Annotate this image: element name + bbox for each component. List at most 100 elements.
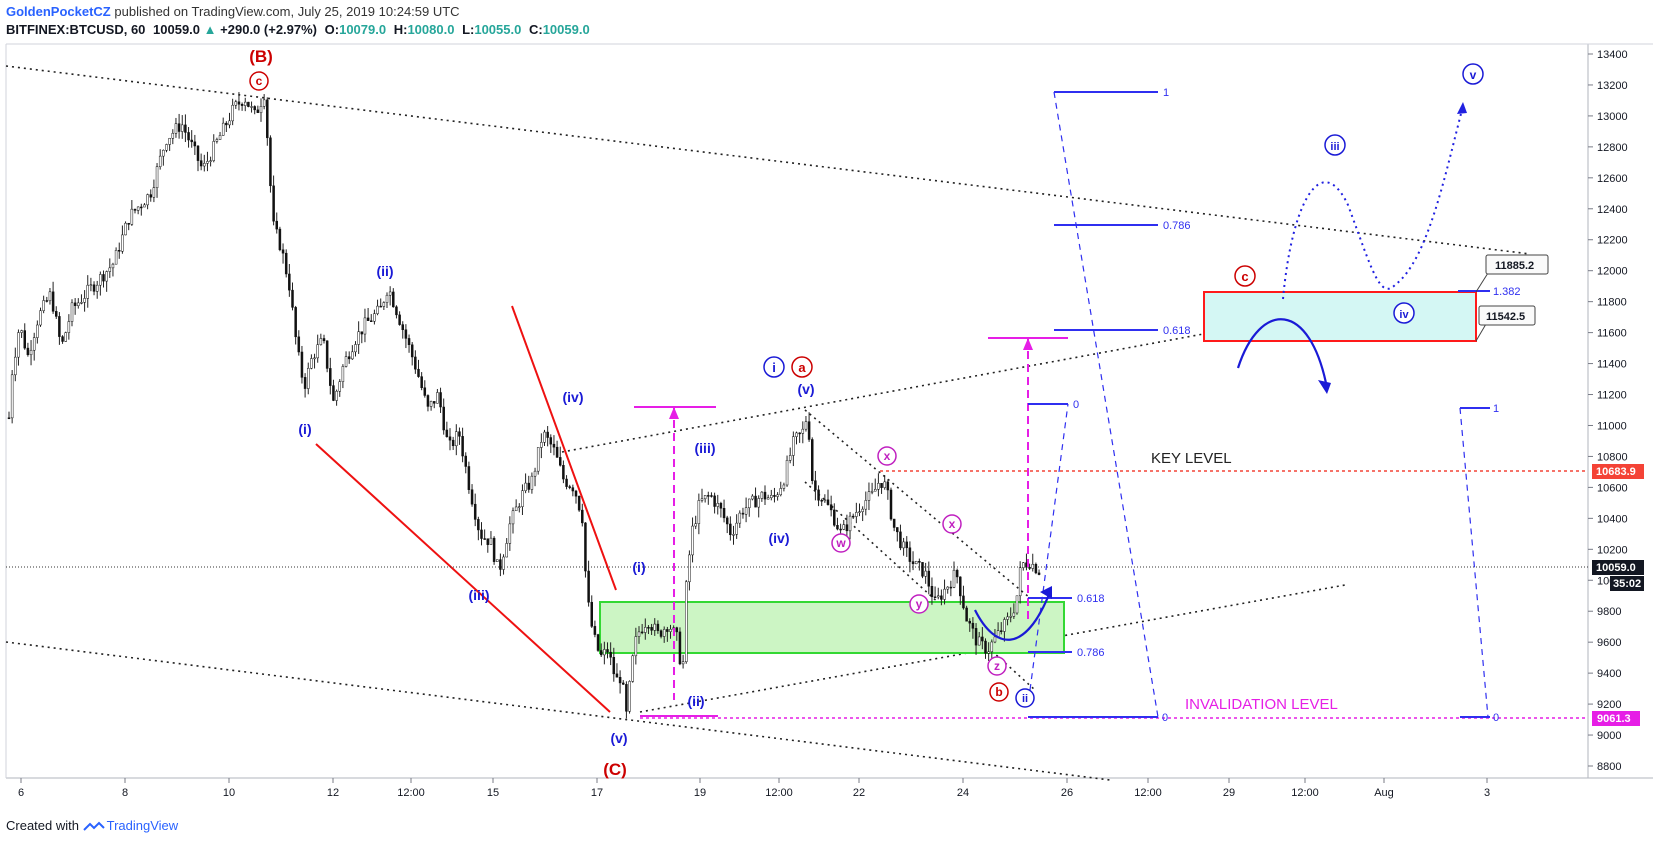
candle-body[interactable] [42, 300, 45, 311]
candle-body[interactable] [688, 554, 691, 583]
candle-body[interactable] [486, 538, 490, 545]
candle-body[interactable] [968, 620, 971, 624]
candle-body[interactable] [505, 543, 508, 558]
candle-body[interactable] [776, 494, 779, 497]
candle-body[interactable] [477, 519, 480, 531]
candle-body[interactable] [839, 528, 842, 531]
candle-body[interactable] [458, 431, 461, 437]
candle-body[interactable] [140, 206, 143, 209]
candle-body[interactable] [855, 512, 858, 517]
candle-body[interactable] [719, 503, 723, 509]
candle-body[interactable] [977, 636, 981, 646]
candle-body[interactable] [10, 374, 14, 419]
candle-body[interactable] [647, 627, 650, 629]
candle-body[interactable] [143, 204, 146, 208]
candle-body[interactable] [716, 503, 719, 507]
candle-body[interactable] [568, 486, 571, 488]
candle-body[interactable] [899, 531, 902, 549]
candle-body[interactable] [858, 511, 861, 513]
candle-body[interactable] [448, 436, 452, 441]
candle-body[interactable] [886, 481, 890, 491]
candle-body[interactable] [694, 523, 697, 527]
candle-body[interactable] [908, 547, 912, 562]
candle-body[interactable] [26, 347, 30, 356]
candle-body[interactable] [165, 144, 168, 151]
candle-body[interactable] [300, 351, 304, 378]
candle-body[interactable] [455, 431, 458, 447]
candle-body[interactable] [596, 634, 600, 651]
candle-body[interactable] [335, 390, 338, 401]
candle-body[interactable] [540, 442, 543, 448]
candle-body[interactable] [788, 455, 792, 461]
candle-body[interactable] [124, 222, 127, 236]
candle-body[interactable] [382, 302, 386, 307]
candle-body[interactable] [748, 498, 751, 509]
candle-body[interactable] [754, 495, 757, 508]
candle-body[interactable] [429, 401, 433, 407]
candle-body[interactable] [272, 185, 275, 222]
symbol-name[interactable]: BITFINEX:BTCUSD, 60 [6, 22, 146, 37]
candle-body[interactable] [874, 488, 877, 492]
candle-body[interactable] [215, 139, 219, 142]
candle-body[interactable] [955, 569, 959, 578]
candle-body[interactable] [861, 508, 864, 512]
candle-body[interactable] [927, 570, 931, 587]
candle-body[interactable] [949, 586, 953, 589]
candle-body[interactable] [451, 439, 455, 447]
candle-body[interactable] [741, 512, 745, 515]
candle-body[interactable] [401, 324, 404, 330]
candle-body[interactable] [39, 310, 42, 326]
candle-body[interactable] [508, 523, 512, 544]
candle-body[interactable] [1000, 630, 1003, 632]
candle-body[interactable] [414, 356, 417, 370]
candle-body[interactable] [656, 623, 660, 631]
candle-body[interactable] [577, 495, 581, 511]
candle-body[interactable] [341, 366, 345, 382]
candle-body[interactable] [1003, 619, 1006, 632]
candle-body[interactable] [281, 249, 285, 254]
candle-body[interactable] [275, 220, 278, 230]
candle-body[interactable] [32, 337, 36, 351]
candle-body[interactable] [442, 406, 445, 431]
candle-body[interactable] [237, 101, 241, 105]
candle-body[interactable] [735, 522, 738, 535]
candle-body[interactable] [77, 302, 80, 306]
candle-body[interactable] [492, 537, 496, 562]
candle-body[interactable] [423, 387, 427, 396]
candle-body[interactable] [95, 284, 99, 292]
candle-body[interactable] [666, 629, 669, 632]
candle-body[interactable] [225, 122, 228, 126]
candle-body[interactable] [470, 489, 474, 505]
candle-body[interactable] [187, 132, 190, 141]
candle-body[interactable] [700, 498, 704, 501]
candle-body[interactable] [814, 480, 817, 491]
candle-body[interactable] [196, 145, 200, 161]
candle-body[interactable] [845, 524, 849, 532]
candle-body[interactable] [388, 291, 392, 296]
candle-body[interactable] [628, 681, 631, 712]
candle-body[interactable] [67, 321, 71, 333]
candle-body[interactable] [650, 627, 653, 631]
candle-body[interactable] [1028, 567, 1031, 569]
candle-body[interactable] [952, 569, 956, 588]
candle-body[interactable] [14, 356, 17, 376]
candle-body[interactable] [685, 581, 688, 663]
candle-body[interactable] [344, 356, 348, 367]
candle-body[interactable] [111, 263, 115, 269]
candle-body[interactable] [713, 495, 716, 507]
candle-body[interactable] [228, 120, 231, 126]
candle-body[interactable] [533, 470, 537, 477]
candle-body[interactable] [710, 495, 713, 497]
candle-body[interactable] [511, 510, 515, 525]
candle-body[interactable] [473, 503, 477, 520]
candle-body[interactable] [943, 588, 946, 600]
candle-body[interactable] [703, 495, 707, 500]
candle-body[interactable] [631, 655, 634, 682]
candle-body[interactable] [937, 595, 940, 598]
candle-body[interactable] [313, 357, 316, 360]
candle-body[interactable] [612, 657, 616, 675]
candle-body[interactable] [247, 101, 250, 107]
candle-body[interactable] [445, 429, 449, 438]
candle-body[interactable] [1018, 567, 1022, 597]
candle-body[interactable] [83, 298, 86, 303]
